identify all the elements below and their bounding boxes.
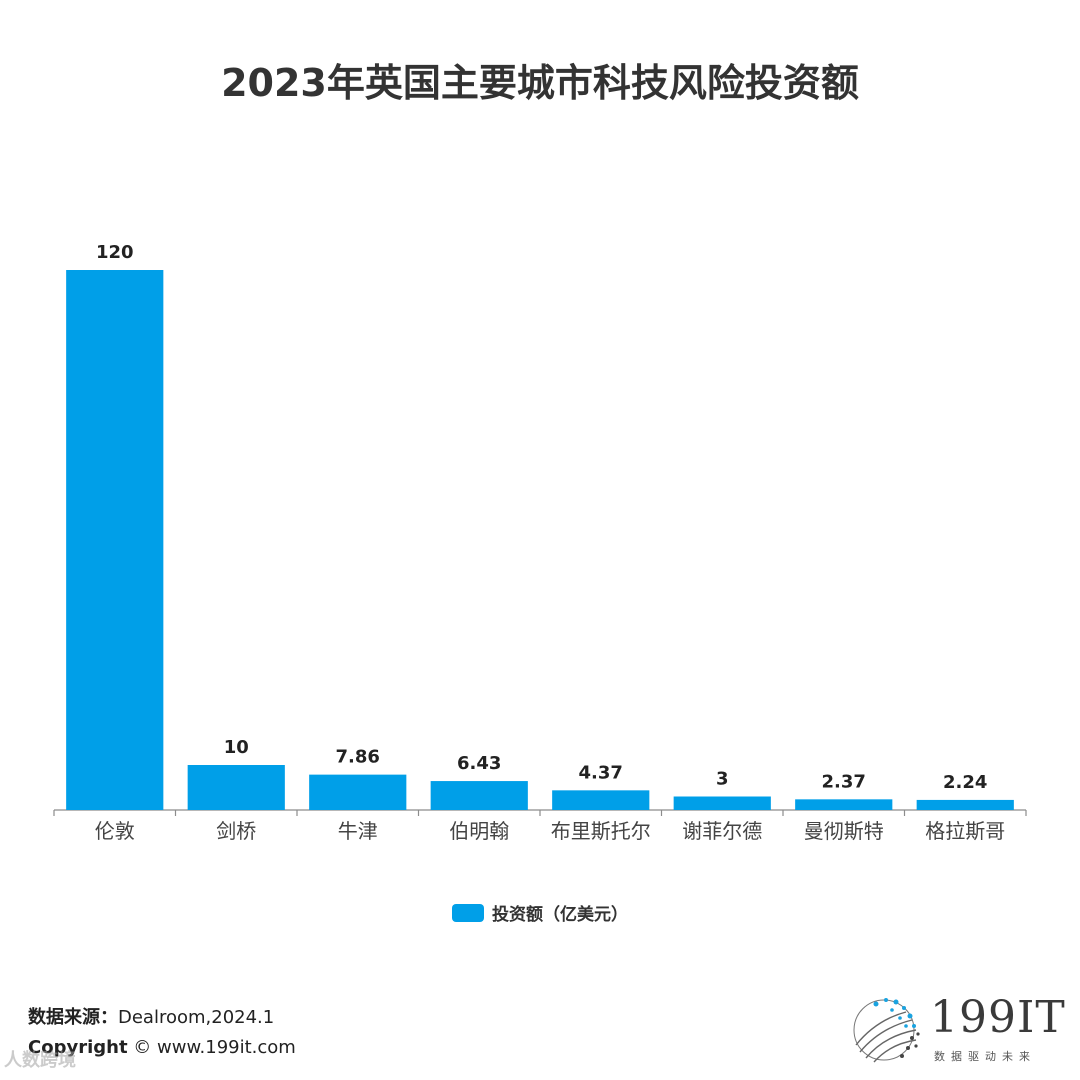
bar-value-label: 3 xyxy=(716,769,729,790)
bar-6 xyxy=(673,796,771,810)
x-tick-label: 剑桥 xyxy=(216,819,256,843)
x-tick-label: 格拉斯哥 xyxy=(925,819,1005,843)
bar-8 xyxy=(916,799,1014,810)
legend-label: 投资额（亿美元） xyxy=(492,905,628,925)
logo-text: 199IT xyxy=(930,992,1066,1043)
x-tick-label: 伦敦 xyxy=(95,819,135,843)
watermark: 人数跨境 xyxy=(4,1050,76,1071)
x-tick-label: 曼彻斯特 xyxy=(804,819,884,843)
bar-1 xyxy=(66,270,164,810)
x-tick-label: 谢菲尔德 xyxy=(682,819,762,843)
bar-value-label: 120 xyxy=(96,242,134,263)
legend: 投资额（亿美元） xyxy=(0,900,1080,925)
copyright: Copyright © www.199it.com xyxy=(28,1037,296,1058)
bar-5 xyxy=(552,790,650,810)
copyright-value: © www.199it.com xyxy=(133,1037,296,1058)
x-tick-label: 牛津 xyxy=(338,819,378,843)
bar-7 xyxy=(795,799,893,810)
bar-value-label: 10 xyxy=(224,737,249,758)
source-label: 数据来源： xyxy=(28,1007,118,1028)
bar-2 xyxy=(187,765,285,810)
bar-value-label: 2.37 xyxy=(822,771,866,792)
logo: 199IT 数据驱动未来 xyxy=(846,990,1066,1070)
copyright-label: Copyright xyxy=(28,1037,128,1058)
bar-value-label: 2.24 xyxy=(943,772,987,793)
data-source: 数据来源：Dealroom,2024.1 xyxy=(28,1003,274,1029)
legend-swatch xyxy=(452,903,484,922)
chart-title: 2023年英国主要城市科技风险投资额 xyxy=(221,61,859,105)
logo-subtitle: 数据驱动未来 xyxy=(934,1050,1036,1063)
x-tick-label: 伯明翰 xyxy=(449,819,509,843)
bar-3 xyxy=(309,774,407,810)
bar-value-label: 7.86 xyxy=(336,747,380,768)
bar-chart: 120 伦敦 10 剑桥 7.86 牛津 6.43 伯明翰 4.37 布里斯托尔 3 谢菲尔德 2.37… xyxy=(53,242,1027,843)
bar-4 xyxy=(430,781,528,810)
dot-sphere-icon xyxy=(853,998,920,1063)
bar-value-label: 4.37 xyxy=(579,762,623,783)
x-tick-label: 布里斯托尔 xyxy=(551,819,651,843)
source-value: Dealroom,2024.1 xyxy=(118,1007,275,1028)
bar-value-label: 6.43 xyxy=(457,753,501,774)
